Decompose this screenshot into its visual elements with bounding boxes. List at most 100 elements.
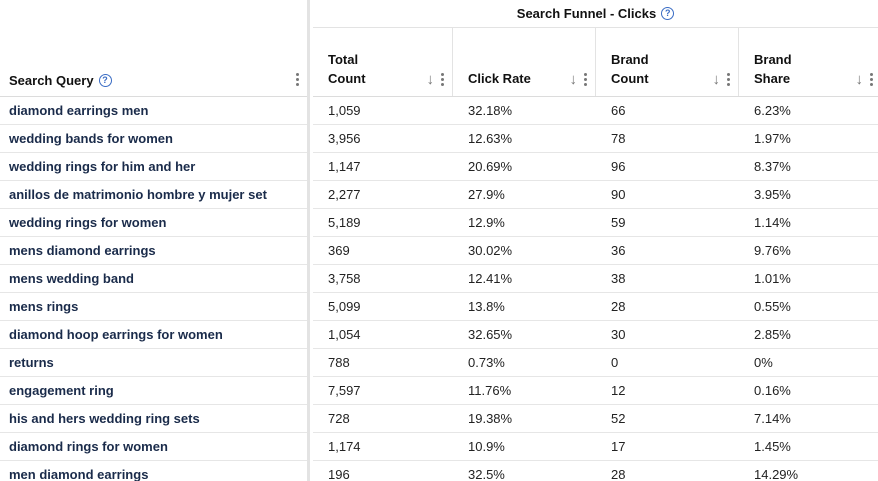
brand-count-cell: 28 — [611, 467, 626, 481]
arrow-down-icon[interactable]: ↓ — [712, 71, 721, 88]
brand-count-cell: 30 — [611, 327, 626, 342]
brand-share-cell: 9.76% — [754, 243, 791, 258]
table-row[interactable]: wedding rings for women — [0, 209, 307, 237]
search-query-cell: wedding rings for him and her — [9, 159, 196, 174]
query-rows: diamond earrings men wedding bands for wo… — [0, 97, 307, 481]
column-headers: Total Count ↓ Click Rate ↓ Brand Count ↓… — [313, 28, 878, 97]
click-rate-header[interactable]: Click Rate ↓ — [453, 28, 596, 96]
table-row[interactable]: mens wedding band — [0, 265, 307, 293]
table-row[interactable]: wedding rings for him and her — [0, 153, 307, 181]
table-row[interactable]: wedding bands for women — [0, 125, 307, 153]
total-count-cell: 3,956 — [328, 131, 361, 146]
table-row[interactable]: 3,758 12.41% 38 1.01% — [313, 265, 878, 293]
arrow-down-icon[interactable]: ↓ — [426, 71, 435, 88]
brand-count-header[interactable]: Brand Count ↓ — [596, 28, 739, 96]
search-query-cell: wedding rings for women — [9, 215, 167, 230]
click-rate-cell: 10.9% — [468, 439, 505, 454]
table-row[interactable]: men diamond earrings — [0, 461, 307, 481]
table-row[interactable]: returns — [0, 349, 307, 377]
brand-count-cell: 28 — [611, 299, 626, 314]
brand-count-cell: 59 — [611, 215, 626, 230]
arrow-down-icon[interactable]: ↓ — [855, 71, 864, 88]
table-row[interactable]: 5,189 12.9% 59 1.14% — [313, 209, 878, 237]
table-row[interactable]: diamond earrings men — [0, 97, 307, 125]
search-query-cell: mens wedding band — [9, 271, 134, 286]
table-row[interactable]: mens rings — [0, 293, 307, 321]
brand-share-cell: 6.23% — [754, 103, 791, 118]
brand-share-cell: 1.14% — [754, 215, 791, 230]
table-row[interactable]: his and hers wedding ring sets — [0, 405, 307, 433]
total-count-cell: 5,099 — [328, 299, 361, 314]
table-row[interactable]: 1,054 32.65% 30 2.85% — [313, 321, 878, 349]
metrics-area: Search Funnel - Clicks ? Total Count ↓ C… — [313, 0, 878, 481]
search-query-cell: diamond earrings men — [9, 103, 149, 118]
search-query-cell: anillos de matrimonio hombre y mujer set — [9, 187, 267, 202]
click-rate-cell: 12.41% — [468, 271, 513, 286]
kebab-menu-icon[interactable] — [440, 73, 444, 86]
table-row[interactable]: 1,059 32.18% 66 6.23% — [313, 97, 878, 125]
total-count-cell: 1,054 — [328, 327, 361, 342]
table-row[interactable]: 5,099 13.8% 28 0.55% — [313, 293, 878, 321]
kebab-menu-icon[interactable] — [295, 73, 299, 86]
brand-count-cell: 38 — [611, 271, 626, 286]
table-row[interactable]: 728 19.38% 52 7.14% — [313, 405, 878, 433]
total-count-cell: 788 — [328, 355, 350, 370]
search-query-cell: diamond hoop earrings for women — [9, 327, 223, 342]
total-count-cell: 1,174 — [328, 439, 361, 454]
help-circle-icon[interactable]: ? — [661, 7, 675, 20]
search-query-cell: men diamond earrings — [9, 467, 149, 481]
table-row[interactable]: 2,277 27.9% 90 3.95% — [313, 181, 878, 209]
total-count-cell: 1,147 — [328, 159, 361, 174]
table-row[interactable]: 369 30.02% 36 9.76% — [313, 237, 878, 265]
kebab-menu-icon[interactable] — [583, 73, 587, 86]
brand-share-header[interactable]: Brand Share ↓ — [739, 28, 878, 96]
click-rate-cell: 19.38% — [468, 411, 513, 426]
total-count-cell: 3,758 — [328, 271, 361, 286]
brand-share-cell: 7.14% — [754, 411, 791, 426]
help-circle-icon[interactable]: ? — [98, 74, 112, 87]
table-row[interactable]: anillos de matrimonio hombre y mujer set — [0, 181, 307, 209]
brand-count-cell: 17 — [611, 439, 626, 454]
brand-count-cell: 66 — [611, 103, 626, 118]
column-group-header: Search Funnel - Clicks ? — [313, 0, 878, 28]
brand-share-cell: 14.29% — [754, 467, 799, 481]
column-group-title: Search Funnel - Clicks — [516, 6, 657, 21]
brand-count-cell: 12 — [611, 383, 626, 398]
total-count-cell: 2,277 — [328, 187, 361, 202]
table-row[interactable]: 3,956 12.63% 78 1.97% — [313, 125, 878, 153]
click-rate-cell: 12.9% — [468, 215, 505, 230]
table-row[interactable]: 788 0.73% 0 0% — [313, 349, 878, 377]
brand-count-header-label: Brand Count — [611, 52, 649, 86]
search-query-cell: wedding bands for women — [9, 131, 173, 146]
arrow-down-icon[interactable]: ↓ — [569, 71, 578, 88]
brand-count-cell: 96 — [611, 159, 626, 174]
table-row[interactable]: 1,147 20.69% 96 8.37% — [313, 153, 878, 181]
table-row[interactable]: 196 32.5% 28 14.29% — [313, 461, 878, 481]
pinned-query-column: Search Query ? diamond earrings men weddi… — [0, 0, 310, 481]
search-query-header[interactable]: Search Query ? — [0, 0, 307, 97]
click-rate-cell: 32.65% — [468, 327, 513, 342]
kebab-menu-icon[interactable] — [869, 73, 873, 86]
brand-share-cell: 8.37% — [754, 159, 791, 174]
table-row[interactable]: diamond hoop earrings for women — [0, 321, 307, 349]
total-count-header[interactable]: Total Count ↓ — [313, 28, 453, 96]
kebab-menu-icon[interactable] — [726, 73, 730, 86]
brand-count-cell: 52 — [611, 411, 626, 426]
search-query-cell: returns — [9, 355, 54, 370]
table-row[interactable]: diamond rings for women — [0, 433, 307, 461]
brand-share-cell: 0.16% — [754, 383, 791, 398]
table-row[interactable]: 7,597 11.76% 12 0.16% — [313, 377, 878, 405]
click-rate-cell: 27.9% — [468, 187, 505, 202]
table-row[interactable]: mens diamond earrings — [0, 237, 307, 265]
search-query-cell: engagement ring — [9, 383, 114, 398]
click-rate-cell: 20.69% — [468, 159, 513, 174]
click-rate-cell: 13.8% — [468, 299, 505, 314]
click-rate-header-label: Click Rate — [468, 71, 531, 86]
table-row[interactable]: engagement ring — [0, 377, 307, 405]
brand-count-cell: 78 — [611, 131, 626, 146]
table-row[interactable]: 1,174 10.9% 17 1.45% — [313, 433, 878, 461]
search-query-cell: mens diamond earrings — [9, 243, 156, 258]
brand-share-cell: 3.95% — [754, 187, 791, 202]
metric-rows: 1,059 32.18% 66 6.23% 3,956 12.63% 78 1.97% 1,14… — [313, 97, 878, 481]
